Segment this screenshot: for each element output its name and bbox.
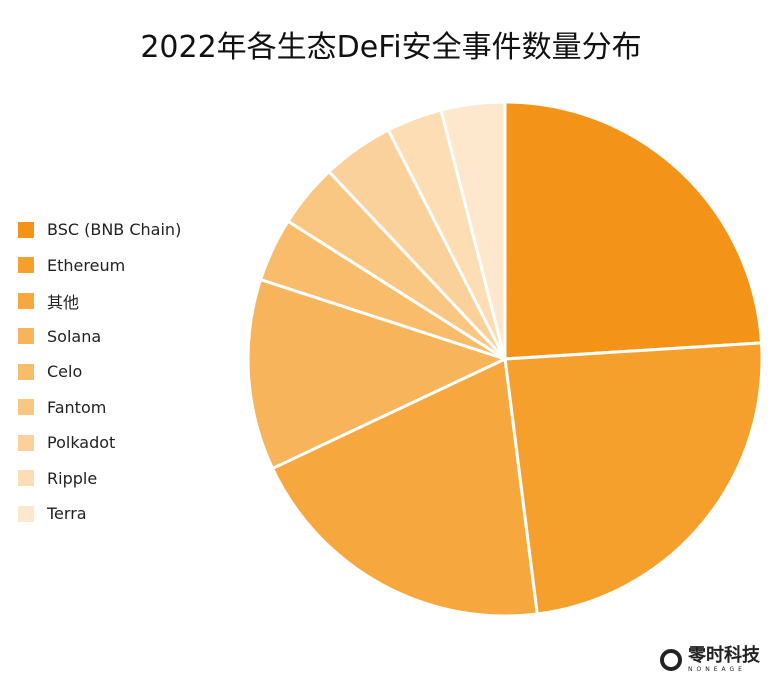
legend-swatch (18, 221, 34, 238)
legend-item: Ripple (18, 461, 181, 497)
legend-label: 其他 (47, 292, 80, 312)
legend-item: Celo (18, 354, 181, 390)
logo: 零时科技 NONEAGE (660, 646, 760, 673)
legend-item: Terra (18, 496, 181, 532)
logo-name-cn: 零时科技 (688, 645, 760, 666)
legend-label: Polkadot (47, 433, 116, 453)
legend-swatch (18, 363, 34, 380)
legend-item: Ethereum (18, 248, 181, 284)
legend-label: Solana (47, 326, 102, 346)
legend-swatch (18, 399, 34, 416)
legend-label: Terra (47, 504, 87, 524)
legend: BSC (BNB Chain) Ethereum 其他 Solana Celo Fanto… (18, 212, 181, 532)
legend-label: Ripple (47, 468, 98, 488)
legend-swatch (18, 434, 34, 451)
legend-label: BSC (BNB Chain) (47, 220, 182, 240)
legend-swatch (18, 292, 34, 309)
legend-swatch (18, 257, 34, 274)
legend-swatch (18, 328, 34, 345)
logo-name-en: NONEAGE (688, 666, 746, 673)
legend-item: 其他 (18, 283, 181, 319)
pie-slice-2 (270, 356, 539, 618)
legend-item: BSC (BNB Chain) (18, 212, 181, 248)
legend-item: Fantom (18, 390, 181, 426)
legend-item: Polkadot (18, 425, 181, 461)
pie-slice-1 (503, 341, 764, 616)
legend-label: Celo (47, 362, 83, 382)
pie-slice-0 (503, 100, 764, 361)
logo-ring-icon (660, 648, 682, 671)
pie-slice-3 (246, 277, 510, 471)
pie-slice-8 (439, 100, 507, 360)
legend-swatch (18, 470, 34, 487)
legend-swatch (18, 505, 34, 522)
chart-title: 2022年各生态DeFi安全事件数量分布 (140, 30, 642, 65)
legend-label: Ethereum (47, 255, 126, 275)
legend-item: Solana (18, 319, 181, 355)
legend-label: Fantom (47, 397, 107, 417)
